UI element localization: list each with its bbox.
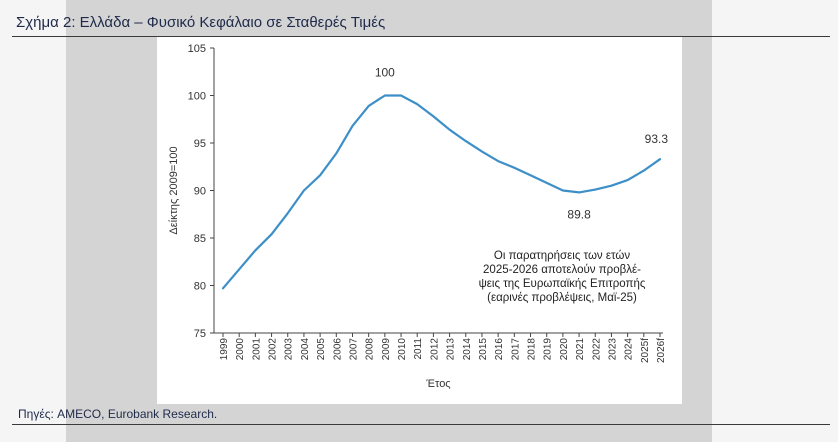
data-point <box>481 150 483 152</box>
data-point <box>659 158 661 160</box>
chart-panel: 75 80 85 90 95 100 105 1999 2000 2001 2002 2003 2004… <box>157 37 682 404</box>
x-tick-label: 2006 <box>332 338 343 361</box>
x-tick-label: 2014 <box>462 338 473 361</box>
y-tick-label: 80 <box>194 281 206 293</box>
data-point <box>465 140 467 142</box>
x-axis-title: Έτος <box>425 378 450 390</box>
series-line <box>221 94 662 290</box>
x-tick-label: 2011 <box>413 338 424 360</box>
x-tick-label: 2012 <box>429 338 440 361</box>
data-point <box>367 105 369 107</box>
x-tick-label: 2015 <box>478 338 489 361</box>
data-point <box>529 174 531 176</box>
annotation-line: 2025-2026 αποτελούν προβλέ- <box>483 264 641 276</box>
x-tick-label: 2025f <box>640 338 651 363</box>
y-tick-label: 95 <box>194 138 206 150</box>
data-label: 100 <box>375 66 395 80</box>
x-tick-label: 2016 <box>494 338 505 361</box>
line-chart: 75 80 85 90 95 100 105 1999 2000 2001 2002 2003 2004… <box>168 43 669 390</box>
annotation-line: Οι παρατηρήσεις των ετών <box>494 250 630 262</box>
x-tick-label: 2021 <box>575 338 586 361</box>
data-point <box>238 268 240 270</box>
x-tick-label: 2013 <box>446 338 457 361</box>
x-tick-label: 2026f <box>656 338 667 363</box>
data-point <box>610 185 612 187</box>
annotation-line: (εαρινές προβλέψεις, Μαϊ-25) <box>487 292 637 304</box>
y-tick-label: 100 <box>188 91 206 103</box>
x-tick-label: 2004 <box>300 338 311 361</box>
data-point <box>287 212 289 214</box>
y-tick-label: 90 <box>194 186 206 198</box>
x-tick-label: 2019 <box>543 338 554 361</box>
data-point <box>432 115 434 117</box>
data-point <box>222 287 224 289</box>
data-point <box>513 167 515 169</box>
x-tick-label: 2010 <box>397 338 408 361</box>
x-tick-label: 2022 <box>591 338 602 361</box>
x-tick-label: 2018 <box>527 338 538 361</box>
data-point <box>270 233 272 235</box>
data-point <box>335 152 337 154</box>
data-point <box>578 191 580 193</box>
x-tick-label: 2023 <box>607 338 618 361</box>
title-divider <box>12 36 830 37</box>
x-tick-label: 2001 <box>251 338 262 361</box>
x-tick-label: 2024 <box>624 338 635 361</box>
x-tick-label: 2020 <box>559 338 570 361</box>
data-point <box>400 94 402 96</box>
data-point <box>594 188 596 190</box>
data-point <box>319 174 321 176</box>
x-tick-label: 2000 <box>235 338 246 361</box>
y-axis-title: Δείκτης 2009=100 <box>168 146 180 234</box>
x-tick-label: 2009 <box>381 338 392 361</box>
data-point <box>546 182 548 184</box>
data-label: 89.8 <box>567 207 591 221</box>
data-point <box>384 94 386 96</box>
data-point <box>626 179 628 181</box>
x-tick-label: 2007 <box>348 338 359 361</box>
y-tick-label: 105 <box>188 43 206 55</box>
y-tick-label: 85 <box>194 233 206 245</box>
data-point <box>497 160 499 162</box>
x-tick-label: 2008 <box>365 338 376 361</box>
data-point <box>351 125 353 127</box>
y-tick-label: 75 <box>194 328 206 340</box>
data-point <box>643 169 645 171</box>
data-point <box>448 129 450 131</box>
data-point <box>303 189 305 191</box>
x-tick-label: 2005 <box>316 338 327 361</box>
annotation-line: ψεις της Ευρωπαϊκής Επιτροπής <box>479 278 646 290</box>
data-point <box>562 189 564 191</box>
data-point <box>254 249 256 251</box>
data-label: 93.3 <box>645 132 669 146</box>
x-tick-label: 2002 <box>268 338 279 361</box>
data-point <box>416 103 418 105</box>
source-divider <box>12 424 830 425</box>
x-tick-label: 1999 <box>219 338 230 361</box>
x-tick-label: 2003 <box>284 338 295 361</box>
source-note: Πηγές: AMECO, Eurobank Research. <box>18 407 218 421</box>
x-tick-label: 2017 <box>510 338 521 361</box>
figure-title: Σχήμα 2: Ελλάδα – Φυσικό Κεφάλαιο σε Στα… <box>16 14 386 31</box>
